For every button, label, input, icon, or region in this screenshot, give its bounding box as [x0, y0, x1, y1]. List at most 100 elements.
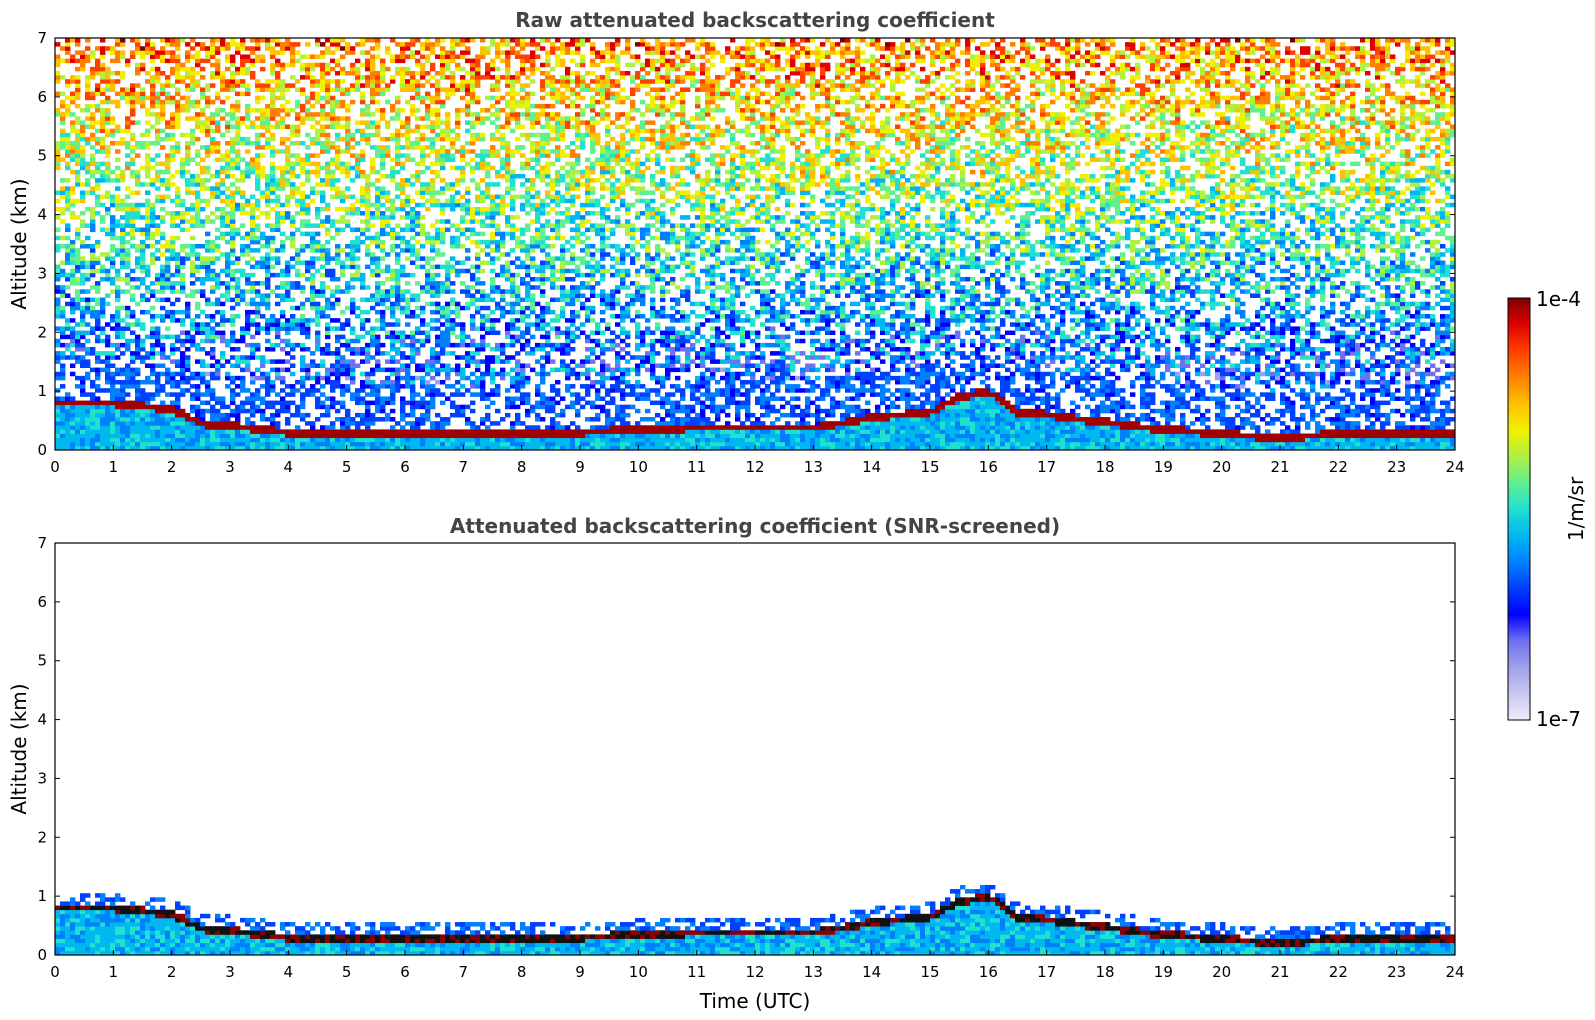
heatmap-cell — [115, 342, 121, 348]
heatmap-cell — [255, 145, 261, 150]
heatmap-cell — [175, 235, 181, 241]
heatmap-cell — [475, 347, 481, 352]
heatmap-cell — [425, 437, 431, 443]
heatmap-cell — [310, 161, 316, 167]
heatmap-cell — [345, 417, 351, 422]
heatmap-cell — [215, 412, 221, 418]
heatmap-cell — [215, 375, 221, 381]
heatmap-cell — [395, 297, 401, 303]
heatmap-cell — [115, 149, 121, 154]
heatmap-cell — [420, 441, 426, 447]
heatmap-cell — [155, 417, 161, 422]
heatmap-cell — [215, 433, 221, 439]
heatmap-cell — [175, 116, 181, 121]
heatmap-cell — [410, 70, 416, 76]
heatmap-cell — [165, 425, 171, 430]
heatmap-cell — [200, 186, 206, 191]
heatmap-cell — [65, 445, 71, 450]
heatmap-cell — [290, 108, 296, 113]
heatmap-cell — [235, 79, 241, 84]
heatmap-cell — [415, 256, 421, 261]
heatmap-cell — [130, 400, 136, 406]
heatmap-cell — [170, 404, 176, 410]
heatmap-cell — [200, 412, 206, 418]
heatmap-cell — [175, 124, 181, 130]
heatmap-cell — [255, 396, 261, 401]
heatmap-cell — [65, 433, 71, 439]
heatmap-cell — [310, 433, 316, 439]
heatmap-cell — [410, 330, 416, 336]
heatmap-cell — [100, 161, 106, 167]
heatmap-cell — [65, 132, 71, 138]
heatmap-cell — [150, 165, 156, 171]
heatmap-cell — [155, 330, 161, 336]
heatmap-cell — [175, 194, 181, 200]
heatmap-cell — [130, 244, 136, 249]
heatmap-cell — [235, 66, 241, 72]
heatmap-cell — [95, 314, 101, 319]
heatmap-cell — [170, 289, 176, 294]
heatmap-cell — [405, 79, 411, 84]
heatmap-cell — [125, 412, 131, 418]
heatmap-cell — [450, 46, 456, 51]
heatmap-cell — [260, 363, 266, 368]
heatmap-cell — [405, 215, 411, 220]
heatmap-cell — [210, 441, 216, 447]
heatmap-cell — [80, 124, 86, 130]
heatmap-cell — [230, 375, 236, 381]
heatmap-cell — [125, 338, 131, 344]
heatmap-cell — [415, 58, 421, 64]
heatmap-cell — [450, 330, 456, 336]
heatmap-cell — [285, 268, 291, 274]
heatmap-cell — [325, 91, 331, 97]
heatmap-cell — [380, 314, 386, 319]
heatmap-cell — [335, 116, 341, 121]
heatmap-cell — [155, 54, 161, 59]
heatmap-cell — [335, 190, 341, 195]
heatmap-cell — [210, 351, 216, 356]
heatmap-cell — [210, 289, 216, 294]
heatmap-cell — [215, 396, 221, 401]
heatmap-cell — [55, 417, 61, 422]
heatmap-cell — [435, 421, 441, 426]
heatmap-cell — [295, 227, 301, 233]
heatmap-cell — [300, 194, 306, 200]
heatmap-cell — [345, 173, 351, 179]
heatmap-cell — [355, 58, 361, 64]
heatmap-cell — [205, 445, 211, 450]
panel-raw: Raw attenuated backscattering coefficien… — [7, 8, 1465, 476]
heatmap-cell — [360, 108, 366, 113]
heatmap-cell — [95, 309, 101, 315]
heatmap-cell — [320, 42, 326, 47]
heatmap-cell — [110, 388, 116, 393]
heatmap-cell — [60, 326, 66, 331]
heatmap-cell — [435, 87, 441, 92]
heatmap-cell — [130, 120, 136, 125]
heatmap-cell — [310, 276, 316, 282]
heatmap-cell — [90, 227, 96, 233]
heatmap-cell — [440, 330, 446, 336]
heatmap-cell — [260, 396, 266, 401]
heatmap-cell — [165, 169, 171, 175]
heatmap-cell — [395, 441, 401, 447]
heatmap-cell — [120, 136, 126, 142]
heatmap-cell — [300, 244, 306, 249]
heatmap-cell — [220, 223, 226, 228]
heatmap-cell — [325, 330, 331, 336]
heatmap-cell — [125, 379, 131, 385]
heatmap-cell — [395, 445, 401, 450]
heatmap-cell — [230, 437, 236, 443]
heatmap-cell — [465, 256, 471, 261]
heatmap-cell — [225, 223, 231, 228]
heatmap-cell — [435, 108, 441, 113]
heatmap-cell — [90, 124, 96, 130]
heatmap-cell — [160, 445, 166, 450]
heatmap-cell — [140, 429, 146, 434]
heatmap-cell — [380, 223, 386, 228]
heatmap-cell — [240, 62, 246, 68]
heatmap-cell — [360, 379, 366, 385]
heatmap-cell — [375, 145, 381, 150]
heatmap-cell — [280, 347, 286, 352]
heatmap-cell — [170, 120, 176, 125]
heatmap-cell — [315, 120, 321, 125]
